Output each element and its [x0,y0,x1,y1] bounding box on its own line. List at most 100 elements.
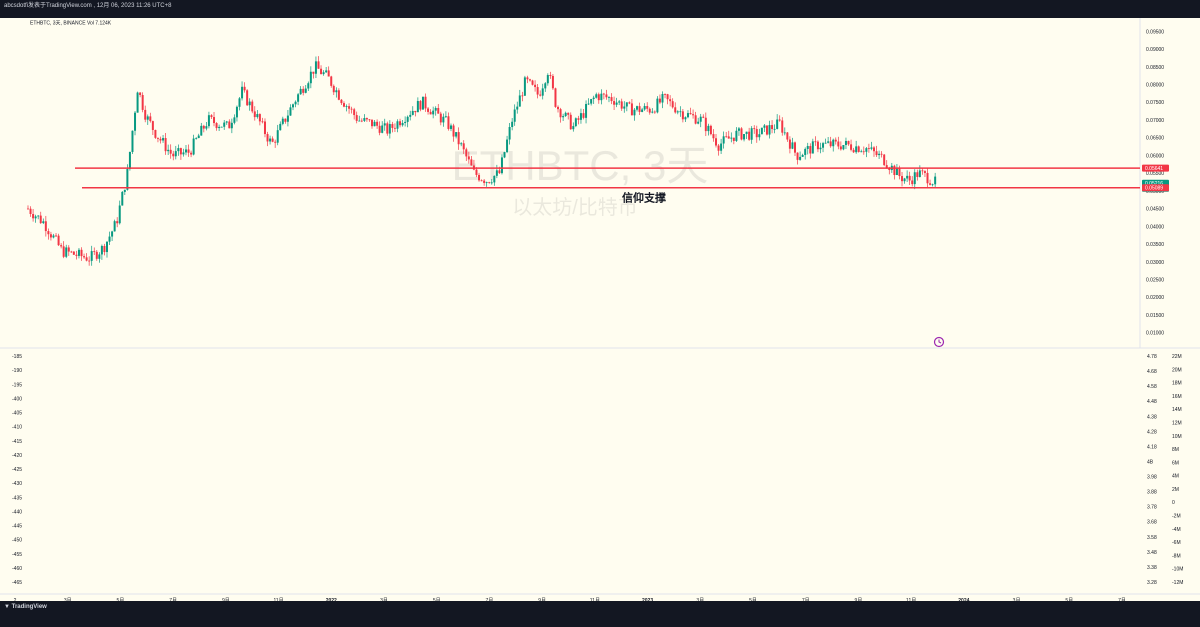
indicator-axis-label: 4.58 [1147,384,1157,390]
candle [146,114,149,125]
price-axis-label: 0.01000 [1146,331,1164,337]
candle [916,169,919,181]
candle [174,145,177,160]
indicator-axis-label: 22M [1172,354,1182,360]
candle [783,127,786,136]
candle [607,96,610,103]
candle [416,97,419,113]
watermark-title: ETHBTC, 3天 [452,142,709,189]
candle [686,110,689,119]
candlestick-chart[interactable]: ETHBTC, 3天, BINANCE Vol 7.124K ETHBTC, 3… [0,12,1200,627]
candle [297,93,300,106]
candle [184,145,187,156]
candle [506,135,509,154]
indicator-axis-label: -455 [12,552,22,558]
candle [378,121,381,136]
price-axis-label: 0.04500 [1146,207,1164,213]
candle [712,129,715,142]
candle [781,117,784,136]
price-axis-label: 0.07500 [1146,100,1164,106]
candle [903,177,906,184]
candle [633,108,636,121]
indicator-axis-label: -8M [1172,553,1181,559]
candle [478,172,481,182]
candle [546,73,549,86]
candle [401,120,404,127]
candle [271,136,274,143]
candle [134,110,137,136]
indicator-axis-label: 8M [1172,447,1179,453]
indicator-axis-label: 20M [1172,367,1182,373]
indicator-axis-label: 3.28 [1147,580,1157,586]
candle [630,98,633,116]
candle [523,75,526,97]
candle [539,90,542,97]
candle [399,118,402,128]
candle [230,118,233,134]
price-axis-label: 0.02500 [1146,278,1164,284]
candle [304,85,307,94]
price-axis-label: 0.08500 [1146,65,1164,71]
candle [771,120,774,134]
candle [765,125,768,136]
candle [638,102,641,116]
candle [39,211,42,224]
indicator-right-axis: 22M 20M 18M 16M 14M 12M 10M 8M 6M 4M 2M 0 -2M -4M -6M -… [1172,354,1183,586]
candle [215,122,218,131]
candle [613,96,616,110]
candle [190,150,193,158]
candle [141,92,144,113]
candle [340,98,343,105]
candle [551,73,554,90]
candle [615,97,618,108]
candle [302,86,305,96]
price-axis-label: 0.06000 [1146,153,1164,159]
candle [878,150,881,160]
candle [235,105,238,122]
candle [870,141,873,151]
candle [348,103,351,114]
candle [806,142,809,155]
indicator-axis-label: 2M [1172,487,1179,493]
candle [842,144,845,151]
candle [715,133,718,148]
candle [511,118,514,131]
candle [906,170,909,182]
candle [432,106,435,119]
candle [600,89,603,105]
candle [809,143,812,159]
candle [572,122,575,132]
candle [44,215,47,237]
replay-icon[interactable] [933,336,945,348]
candle [294,100,297,108]
candle [557,105,560,113]
candle [926,168,929,188]
price-badge-value: 0.05641 [1145,166,1163,172]
candle [381,121,384,134]
indicator-axis-label: 3.38 [1147,565,1157,571]
candle [60,243,63,249]
candle [243,82,246,93]
candle [641,107,644,113]
candle [753,125,756,134]
candle [628,101,631,105]
candle [314,56,317,78]
candle [743,133,746,142]
candle [653,110,656,114]
candle [90,245,93,266]
candle [788,136,791,154]
candle [218,124,221,131]
indicator-axis-label: 14M [1172,407,1182,413]
candle [363,114,366,123]
indicator-axis-label: -400 [12,396,22,402]
candle [768,120,771,139]
candle [837,136,840,150]
indicator-axis-label: 3.58 [1147,535,1157,541]
candle [241,81,244,101]
candle [758,128,761,141]
candle [722,131,725,149]
candle [373,120,376,127]
candle [286,110,289,127]
candle [332,84,335,96]
